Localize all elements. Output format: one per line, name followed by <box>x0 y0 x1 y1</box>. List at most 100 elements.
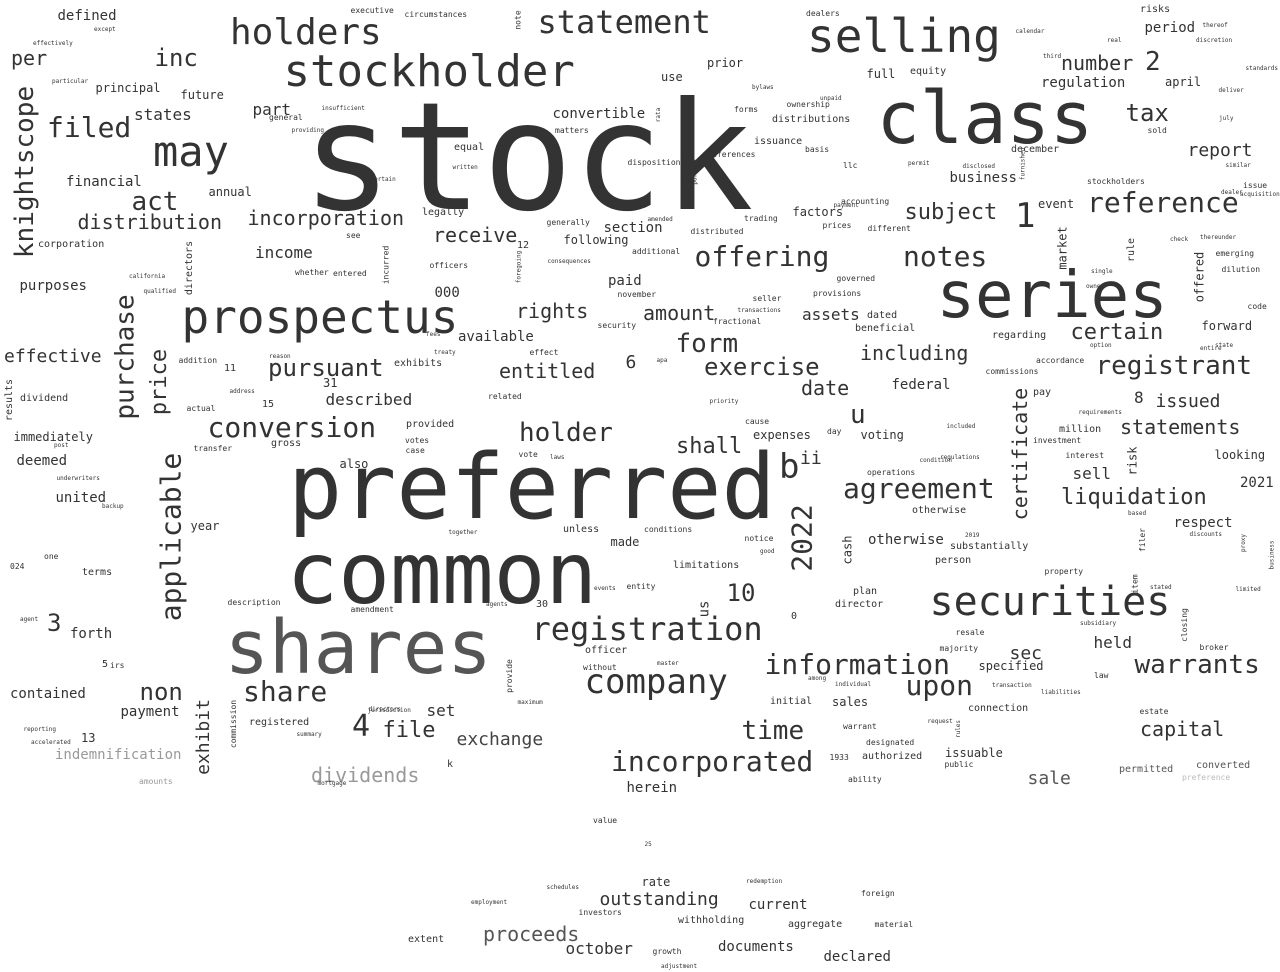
cloud-word: filed <box>47 111 132 144</box>
cloud-word: applicable <box>153 452 187 622</box>
cloud-word: future <box>180 88 224 102</box>
cloud-word: discretion <box>1196 37 1233 44</box>
cloud-word: 4 <box>352 709 371 744</box>
cloud-word: immediately <box>13 430 93 444</box>
cloud-word: 2021 <box>1240 475 1274 491</box>
cloud-word: reporting <box>23 726 57 733</box>
cloud-word: incurred <box>380 245 390 285</box>
cloud-word: without <box>583 663 617 672</box>
cloud-word: entitled <box>499 359 596 383</box>
cloud-word: discounts <box>1189 531 1223 538</box>
cloud-word: pay <box>1033 387 1052 398</box>
cloud-word: company <box>584 662 728 702</box>
cloud-word: available <box>458 329 534 345</box>
cloud-word: circumstances <box>404 10 468 19</box>
cloud-word: statement <box>537 3 711 41</box>
cloud-word: calendar <box>1015 28 1045 35</box>
cloud-word: rule <box>1126 237 1138 263</box>
cloud-word: permit <box>908 160 930 167</box>
cloud-word: provided <box>406 419 455 430</box>
cloud-word: form <box>675 329 739 359</box>
cloud-word: seller <box>752 294 782 303</box>
cloud-word: tax <box>1125 99 1169 127</box>
cloud-word: 000 <box>434 285 460 301</box>
cloud-word: october <box>565 939 633 958</box>
cloud-word: except <box>94 26 116 33</box>
cloud-word: single <box>1091 268 1113 275</box>
cloud-word: 10 <box>726 579 756 607</box>
cloud-word: payment <box>833 202 859 209</box>
cloud-word: expenses <box>753 428 811 442</box>
cloud-word: stockholders <box>1087 177 1145 186</box>
cloud-word: different <box>867 224 911 233</box>
cloud-word: receive <box>433 223 518 247</box>
cloud-word: legally <box>422 207 465 218</box>
cloud-word: jurisdiction <box>367 707 411 714</box>
cloud-word: commission <box>229 699 239 749</box>
cloud-word: annual <box>208 185 252 199</box>
cloud-word: voting <box>860 428 904 442</box>
cloud-word: proxy <box>1240 533 1248 553</box>
cloud-word: part <box>252 100 292 119</box>
cloud-word: notice <box>744 534 774 543</box>
cloud-word: share <box>243 675 328 708</box>
cloud-word: reference <box>1087 186 1239 219</box>
cloud-word: knightscope <box>10 85 41 259</box>
cloud-word: b <box>779 447 800 487</box>
cloud-word: designated <box>866 738 915 747</box>
cloud-word: offered <box>1191 251 1206 303</box>
cloud-word: post <box>54 442 69 449</box>
cloud-word: permitted <box>1119 764 1174 775</box>
cloud-word: sales <box>832 695 869 709</box>
cloud-word: distributed <box>690 227 744 236</box>
cloud-word: withholding <box>678 915 745 926</box>
cloud-word: purchase <box>110 294 141 420</box>
cloud-word: following <box>563 233 629 247</box>
cloud-word: 30 <box>536 599 549 610</box>
cloud-word: bylaws <box>752 84 774 91</box>
cloud-word: use <box>661 70 683 84</box>
cloud-word: prospectus <box>181 290 459 344</box>
cloud-word: good <box>760 548 775 555</box>
cloud-word: distribution <box>77 210 223 234</box>
cloud-word: investment <box>1033 436 1082 445</box>
cloud-word: accordance <box>1036 356 1085 365</box>
cloud-word: events <box>594 585 616 592</box>
cloud-word: section <box>603 220 663 236</box>
cloud-word: priority <box>709 398 739 405</box>
cloud-word: agreement <box>843 472 995 505</box>
cloud-word: also <box>339 457 369 471</box>
cloud-word: provisions <box>813 289 862 298</box>
cloud-word: code <box>1247 302 1267 311</box>
cloud-word: majority <box>939 644 979 653</box>
cloud-word: substantially <box>950 541 1029 552</box>
cloud-word: conversion <box>207 411 377 444</box>
cloud-word: issue <box>1243 181 1268 190</box>
cloud-word: interest <box>1065 451 1105 460</box>
cloud-word: initial <box>770 696 813 707</box>
cloud-word: person <box>935 555 972 566</box>
cloud-word: unless <box>563 524 600 535</box>
cloud-word: directors <box>184 240 196 296</box>
cloud-word: corporation <box>38 239 105 250</box>
cloud-word: generally <box>546 218 590 227</box>
cloud-word: apa <box>656 357 668 364</box>
cloud-word: thereunder <box>1200 234 1237 241</box>
cloud-word: matters <box>555 126 589 135</box>
cloud-word: redemption <box>746 878 783 885</box>
cloud-word: described <box>325 390 413 409</box>
cloud-word: law <box>1094 671 1109 680</box>
cloud-word: requirements <box>1078 409 1122 416</box>
cloud-word: dividend <box>20 393 69 404</box>
cloud-word: financial <box>66 174 142 190</box>
cloud-word: vote <box>518 450 538 459</box>
cloud-word: maximum <box>517 699 543 706</box>
cloud-word: amendment <box>350 605 394 614</box>
cloud-word: trading <box>744 214 778 223</box>
cloud-word: additional <box>632 247 681 256</box>
cloud-word: material <box>874 920 914 929</box>
cloud-word: addition <box>178 356 218 365</box>
cloud-word: foregoing <box>514 250 522 284</box>
cloud-word: equity <box>910 66 947 77</box>
cloud-word: ownership <box>786 100 830 109</box>
